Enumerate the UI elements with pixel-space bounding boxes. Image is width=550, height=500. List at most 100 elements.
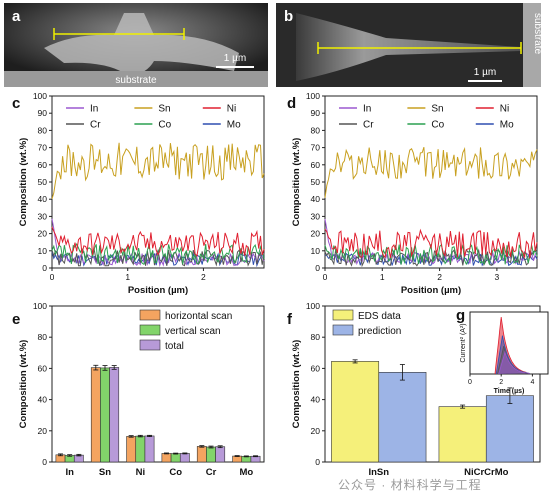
legend-label-ni: Ni — [227, 104, 236, 115]
legend-label-cr: Cr — [90, 120, 101, 131]
bar-co-0 — [161, 453, 172, 463]
inset-x-tick-label: 4 — [530, 379, 534, 386]
y-axis-title: Composition (wt.%) — [18, 138, 29, 227]
substrate-label-a: substrate — [115, 75, 157, 86]
bar-nicrcrmo-1 — [485, 395, 534, 463]
panel-b-sem-image: substrate 1 µm b — [276, 3, 541, 87]
y-tick-label: 30 — [311, 211, 321, 221]
panel-d-line-chart: d 0 10 20 30 40 50 60 70 80 90 100 0 1 2 3 Position (µm… — [287, 91, 538, 296]
y-tick-label: 80 — [38, 332, 48, 342]
bar-sn-0 — [90, 367, 101, 463]
bar-co-1 — [170, 453, 181, 463]
series-line-co — [324, 243, 538, 266]
substrate-bar-a — [4, 71, 268, 87]
nanowire-b — [296, 13, 521, 81]
panel-label-a: a — [12, 8, 21, 25]
y-tick-label: 40 — [311, 395, 321, 405]
series-line-cr — [51, 248, 265, 267]
inset-peak — [498, 350, 530, 375]
panel-label-c: c — [12, 95, 20, 112]
x-tick-label: 1 — [125, 272, 130, 282]
bar-ni-2 — [144, 435, 155, 463]
legend-label: prediction — [358, 326, 401, 337]
y-tick-label: 60 — [38, 160, 48, 170]
x-tick-label: 1 — [380, 272, 385, 282]
bar-cr-1 — [206, 446, 216, 463]
x-tick-label: 3 — [495, 272, 500, 282]
legend-label: vertical scan — [165, 326, 221, 337]
y-tick-label: 40 — [311, 194, 321, 204]
legend-label-mo: Mo — [227, 120, 241, 131]
series-line-sn — [324, 146, 538, 198]
series-line-ni — [324, 228, 538, 259]
bar-sn-2 — [109, 367, 120, 463]
substrate-bar-b — [523, 3, 541, 87]
legend-label-co: Co — [158, 120, 171, 131]
legend-swatch — [332, 309, 354, 321]
inset-x-tick-label: 2 — [499, 379, 503, 386]
legend-swatch — [139, 339, 161, 351]
plot-frame — [51, 305, 265, 463]
panel-label-e: e — [12, 311, 20, 328]
y-tick-label: 10 — [311, 246, 321, 256]
legend-label-in: In — [363, 104, 371, 115]
y-tick-label: 0 — [315, 457, 320, 467]
y-tick-label: 20 — [38, 426, 48, 436]
legend-label: horizontal scan — [165, 311, 232, 322]
legend-swatch — [332, 324, 354, 336]
legend-label: EDS data — [358, 311, 401, 322]
legend-swatch — [139, 309, 161, 321]
watermark: 公众号 · 材料科学与工程 — [338, 478, 482, 492]
series-line-ni — [51, 226, 265, 258]
y-tick-label: 20 — [311, 229, 321, 239]
x-category-label: Cr — [206, 467, 217, 478]
x-category-label: Mo — [239, 467, 253, 478]
y-tick-label: 70 — [38, 143, 48, 153]
x-axis-title: Position (µm) — [401, 285, 461, 296]
y-tick-label: 40 — [38, 395, 48, 405]
nanowire-a — [44, 13, 239, 75]
inset-frame — [469, 311, 549, 375]
legend-label-in: In — [90, 104, 98, 115]
legend-label: total — [165, 341, 184, 352]
panel-label-d: d — [287, 95, 296, 112]
scale-bar-label-b: 1 µm — [474, 67, 496, 78]
bar-ni-1 — [135, 435, 146, 463]
bar-insn-1 — [378, 372, 427, 463]
x-category-label: Co — [169, 467, 182, 478]
bar-cr-2 — [215, 446, 226, 463]
y-tick-label: 50 — [311, 177, 321, 187]
y-tick-label: 80 — [38, 125, 48, 135]
y-axis-title: Composition (wt.%) — [291, 138, 302, 227]
y-tick-label: 80 — [311, 125, 321, 135]
y-axis-title: Composition (wt.%) — [291, 340, 302, 429]
panel-label-f: f — [287, 311, 293, 328]
y-tick-label: 10 — [38, 246, 48, 256]
y-tick-label: 60 — [38, 363, 48, 373]
panel-a-sem-image: substrate 1 µm a — [4, 3, 268, 87]
legend-label-co: Co — [431, 120, 444, 131]
y-tick-label: 100 — [306, 91, 320, 101]
y-tick-label: 100 — [33, 301, 47, 311]
y-tick-label: 90 — [311, 108, 321, 118]
series-line-in — [324, 218, 538, 266]
y-tick-label: 80 — [311, 332, 321, 342]
x-tick-label: 2 — [201, 272, 206, 282]
y-tick-label: 50 — [38, 177, 48, 187]
y-tick-label: 20 — [38, 229, 48, 239]
bar-nicrcrmo-0 — [438, 406, 487, 463]
y-tick-label: 0 — [315, 263, 320, 273]
y-tick-label: 40 — [38, 194, 48, 204]
scale-bar-label-a: 1 µm — [224, 53, 246, 64]
inset-y-title: Current² (A²) — [460, 323, 467, 362]
legend-label-cr: Cr — [363, 120, 374, 131]
legend-label-sn: Sn — [431, 104, 443, 115]
panel-label-b: b — [284, 8, 293, 25]
bar-insn-0 — [331, 361, 380, 463]
y-tick-label: 100 — [33, 91, 47, 101]
panel-g-inset: 0 2 4 Time (µs) Current² (A²)g — [456, 307, 549, 395]
bar-sn-1 — [100, 367, 110, 463]
x-tick-label: 0 — [323, 272, 328, 282]
x-tick-label: 2 — [437, 272, 442, 282]
